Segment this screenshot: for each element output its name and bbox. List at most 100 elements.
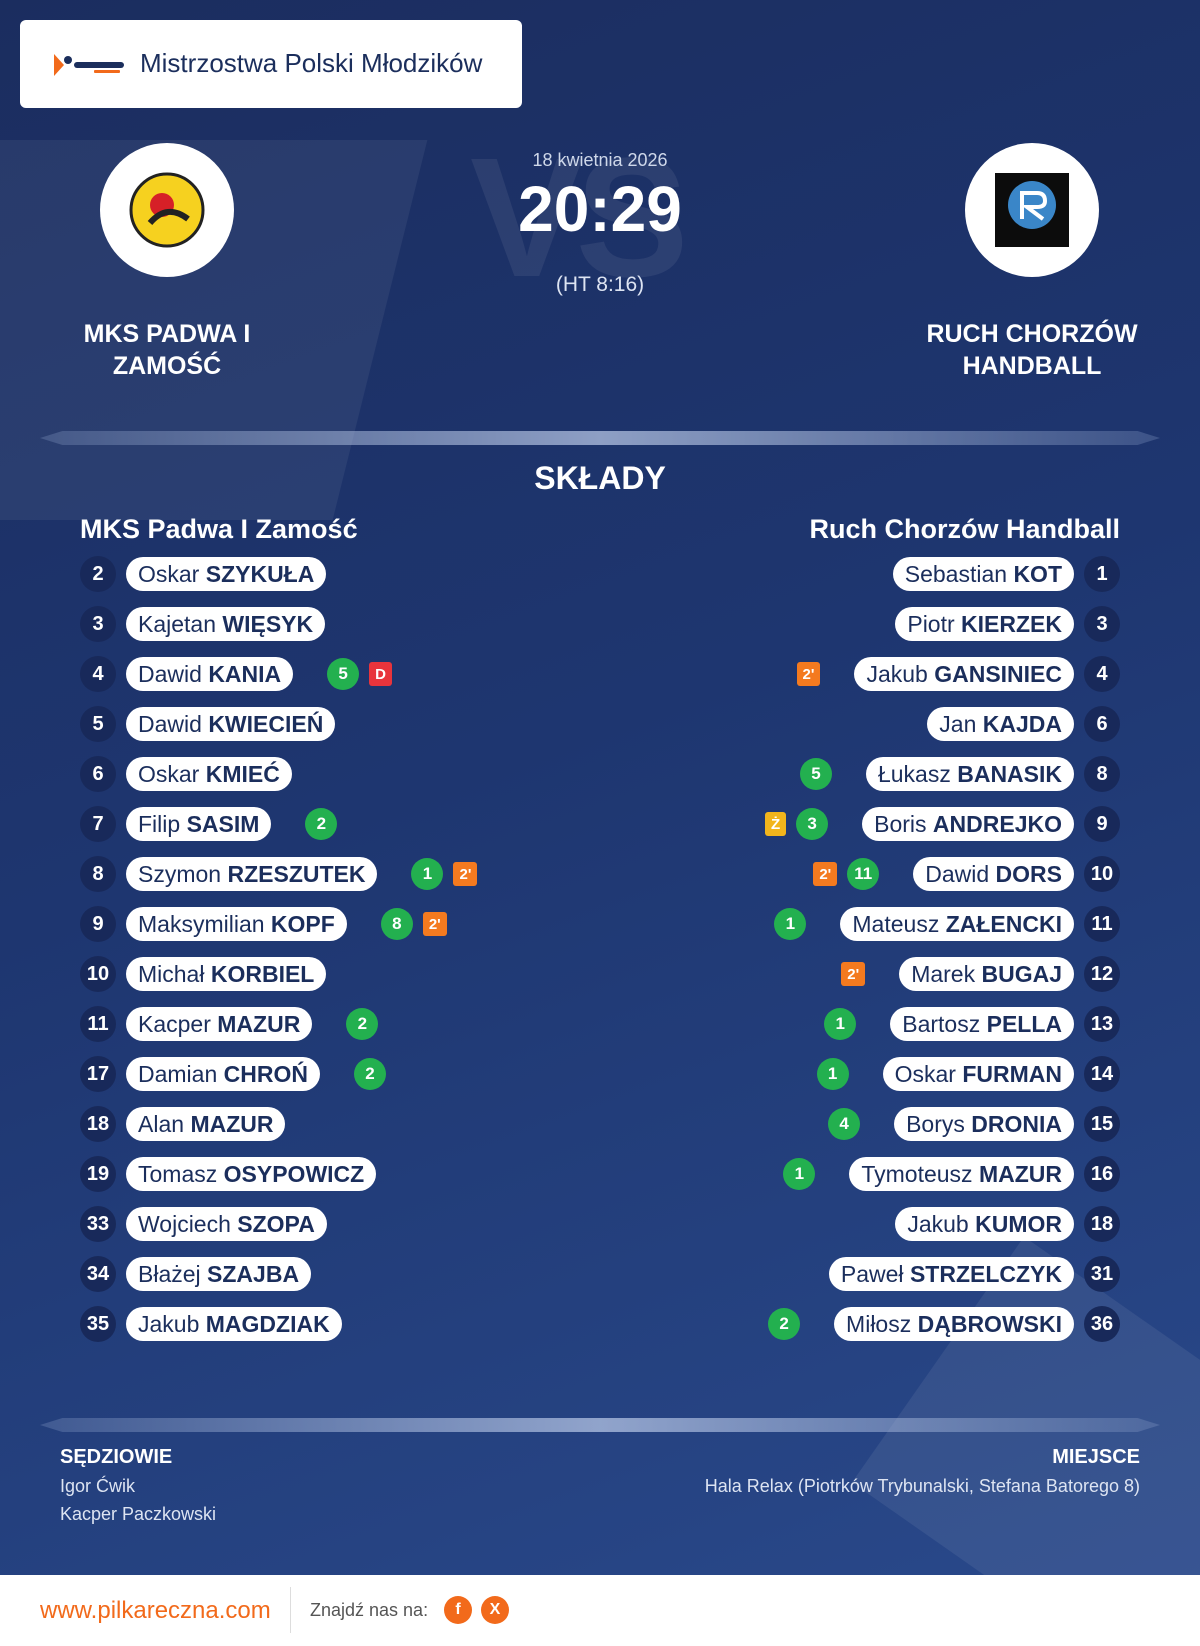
last-name: BANASIK <box>957 761 1062 787</box>
player-name: Sebastian KOT <box>892 557 1074 591</box>
jersey-number: 35 <box>80 1306 116 1342</box>
penalty-badge: D <box>369 662 392 686</box>
jersey-number: 33 <box>80 1206 116 1242</box>
last-name: KAJDA <box>982 711 1062 737</box>
player-row: 15 Borys DRONIA 4 <box>828 1106 1120 1142</box>
player-name: Dawid KANIA <box>126 657 294 691</box>
home-lineup-title: MKS Padwa I Zamość <box>80 514 358 544</box>
player-row: 9 Boris ANDREJKO 3 Ż <box>764 806 1120 842</box>
goals-badge: 1 <box>774 908 807 940</box>
goals-badge: 1 <box>816 1058 849 1090</box>
last-name: RZESZUTEK <box>227 861 366 887</box>
facebook-icon[interactable]: f <box>444 1596 472 1624</box>
section-title: SKŁADY <box>534 460 666 496</box>
separator <box>40 1418 1160 1432</box>
first-name: Tymoteusz <box>861 1161 973 1187</box>
player-name: Damian CHROŃ <box>126 1057 320 1091</box>
social-label: Znajdź nas na: <box>310 1600 429 1620</box>
last-name: GANSINIEC <box>934 661 1062 687</box>
first-name: Paweł <box>840 1261 904 1287</box>
jersey-number: 11 <box>1084 906 1120 942</box>
last-name: SZYKUŁA <box>205 561 315 587</box>
player-row: 11 Kacper MAZUR 2 <box>80 1006 379 1042</box>
player-name: Filip SASIM <box>126 807 272 841</box>
player-name: Łukasz BANASIK <box>865 757 1074 791</box>
player-row: 10 Michał KORBIEL <box>80 956 327 992</box>
first-name: Kajetan <box>138 611 217 637</box>
penalty-badge: 2' <box>841 962 866 986</box>
goals-badge: 2 <box>305 808 338 840</box>
player-name: Bartosz PELLA <box>890 1007 1074 1041</box>
player-name: Wojciech SZOPA <box>126 1207 327 1241</box>
player-row: 13 Bartosz PELLA 1 <box>824 1006 1120 1042</box>
last-name: SZAJBA <box>207 1261 300 1287</box>
away-lineup-title: Ruch Chorzów Handball <box>809 514 1121 544</box>
first-name: Jakub <box>907 1211 969 1237</box>
penalty-badge: 2' <box>813 862 838 886</box>
player-name: Tymoteusz MAZUR <box>849 1157 1074 1191</box>
player-row: 8 Łukasz BANASIK 5 <box>799 756 1120 792</box>
watermark: VS <box>470 123 689 313</box>
player-row: 18 Alan MAZUR <box>80 1106 286 1142</box>
player-name: Dawid DORS <box>913 857 1074 891</box>
goals-badge: 1 <box>783 1158 816 1190</box>
last-name: KMIEĆ <box>205 761 280 787</box>
jersey-number: 9 <box>80 906 116 942</box>
player-name: Boris ANDREJKO <box>862 807 1074 841</box>
player-name: Maksymilian KOPF <box>126 907 347 941</box>
x-icon[interactable]: X <box>481 1596 509 1624</box>
goals-badge: 1 <box>411 858 444 890</box>
first-name: Jan <box>939 711 977 737</box>
first-name: Michał <box>138 961 205 987</box>
first-name: Dawid <box>925 861 990 887</box>
site-url[interactable]: www.pilkareczna.com <box>40 1597 271 1624</box>
first-name: Oskar <box>894 1061 956 1087</box>
first-name: Damian <box>138 1061 218 1087</box>
player-row: 35 Jakub MAGDZIAK <box>80 1306 342 1342</box>
player-row: 36 Miłosz DĄBROWSKI 2 <box>768 1306 1120 1342</box>
last-name: KANIA <box>208 661 282 687</box>
last-name: KOPF <box>270 911 335 937</box>
jersey-number: 2 <box>80 556 116 592</box>
last-name: FURMAN <box>962 1061 1062 1087</box>
goals-badge: 11 <box>847 858 880 890</box>
first-name: Mateusz <box>852 911 940 937</box>
score: 20:29 <box>518 173 682 245</box>
player-row: 33 Wojciech SZOPA <box>80 1206 327 1242</box>
jersey-number: 11 <box>80 1006 116 1042</box>
player-name: Kacper MAZUR <box>126 1007 313 1041</box>
jersey-number: 13 <box>1084 1006 1120 1042</box>
first-name: Błażej <box>138 1261 201 1287</box>
player-row: 9 Maksymilian KOPF 8 2' <box>80 906 447 942</box>
referee: Kacper Paczkowski <box>60 1504 217 1524</box>
player-row: 3 Piotr KIERZEK <box>895 606 1120 642</box>
first-name: Szymon <box>138 861 222 887</box>
player-name: Mateusz ZAŁENCKI <box>840 907 1074 941</box>
last-name: DĄBROWSKI <box>917 1311 1062 1337</box>
home-logo <box>100 143 234 277</box>
player-row: 11 Mateusz ZAŁENCKI 1 <box>774 906 1120 942</box>
last-name: MAZUR <box>190 1111 274 1137</box>
player-name: Dawid KWIECIEŃ <box>126 707 336 741</box>
last-name: KWIECIEŃ <box>208 711 324 737</box>
player-row: 14 Oskar FURMAN 1 <box>816 1056 1120 1092</box>
player-name: Paweł STRZELCZYK <box>828 1257 1074 1291</box>
player-name: Szymon RZESZUTEK <box>126 857 378 891</box>
player-row: 12 Marek BUGAJ 2' <box>841 956 1120 992</box>
goals-badge: 8 <box>380 908 413 940</box>
first-name: Oskar <box>138 761 200 787</box>
match-date: 18 kwietnia 2026 <box>532 150 668 170</box>
player-row: 10 Dawid DORS 11 2' <box>813 856 1120 892</box>
last-name: KOT <box>1013 561 1062 587</box>
first-name: Miłosz <box>846 1311 912 1337</box>
last-name: PELLA <box>986 1011 1062 1037</box>
jersey-number: 10 <box>80 956 116 992</box>
player-row: 17 Damian CHROŃ 2 <box>80 1056 386 1092</box>
first-name: Dawid <box>138 661 202 687</box>
away-team-name: RUCH CHORZÓW HANDBALL <box>926 320 1138 380</box>
player-name: Alan MAZUR <box>126 1107 286 1141</box>
goals-badge: 3 <box>796 808 829 840</box>
last-name: DRONIA <box>971 1111 1062 1137</box>
referee: Igor Ćwik <box>60 1476 136 1496</box>
